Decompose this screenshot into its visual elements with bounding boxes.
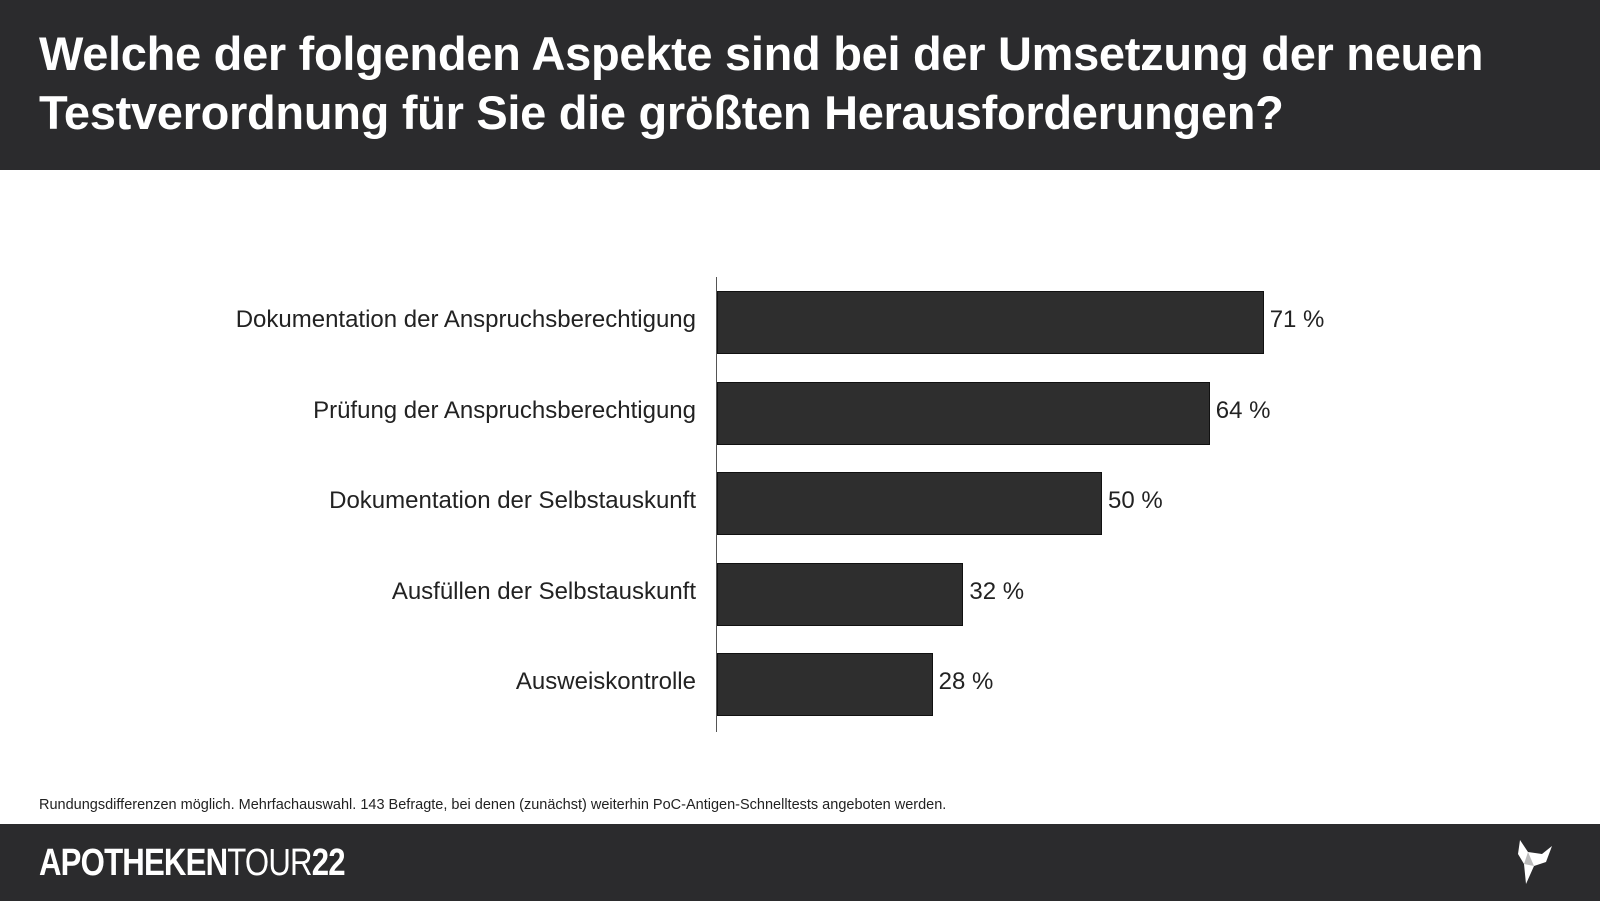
header: Welche der folgenden Aspekte sind bei de… [0, 0, 1600, 170]
logo-bold: APOTHEKEN [39, 842, 228, 884]
bar [717, 653, 933, 716]
bar [717, 472, 1102, 535]
bar [717, 291, 1264, 354]
logo-thin: TOUR [227, 842, 312, 884]
footnote: Rundungsdifferenzen möglich. Mehrfachaus… [39, 797, 947, 813]
y-axis-line [716, 277, 717, 732]
category-label: Dokumentation der Selbstauskunft [329, 487, 696, 514]
value-label: 28 % [938, 668, 994, 695]
value-label: 50 % [1108, 487, 1163, 514]
value-label: 32 % [969, 577, 1025, 605]
value-label: 64 % [1215, 396, 1271, 424]
bar [717, 562, 964, 626]
logo-number: 22 [311, 842, 346, 884]
category-label: Dokumentation der Anspruchsberechtigung [235, 306, 696, 333]
origami-bird-icon [1518, 840, 1552, 884]
bar [717, 381, 1210, 445]
category-label: Ausweiskontrolle [515, 668, 696, 695]
category-label: Ausfüllen der Selbstauskunft [391, 577, 696, 605]
footer: APOTHEKENTOUR22 [0, 824, 1600, 901]
page-title: Welche der folgenden Aspekte sind bei de… [39, 27, 1484, 139]
value-label: 71 % [1269, 306, 1325, 333]
category-label: Prüfung der Anspruchsberechtigung [313, 396, 696, 424]
logo: APOTHEKENTOUR22 [39, 842, 346, 885]
